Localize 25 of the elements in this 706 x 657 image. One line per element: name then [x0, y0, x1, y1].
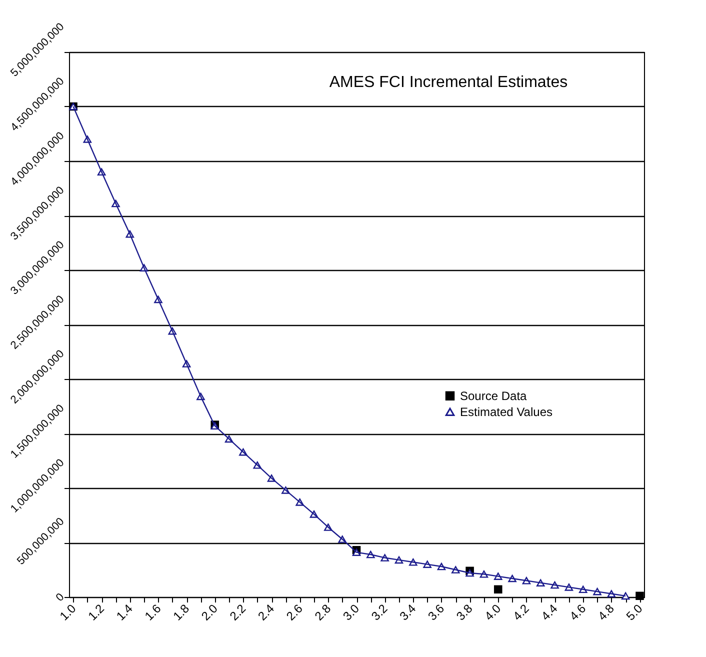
x-tick-label: 1.6	[142, 601, 164, 624]
x-tick-label: 2.8	[312, 601, 334, 624]
x-tick-label: 2.6	[284, 601, 306, 624]
x-tick-label: 5.0	[624, 601, 646, 624]
x-tick-label: 2.0	[198, 601, 221, 624]
x-tick-label: 3.4	[396, 601, 419, 624]
x-tick-label: 3.6	[425, 601, 448, 624]
x-tick-label: 1.0	[57, 601, 79, 624]
x-tick-label: 2.2	[226, 601, 249, 624]
x-tick-label: 3.2	[368, 601, 390, 624]
x-tick-label: 4.2	[510, 601, 532, 624]
x-tick-label: 3.0	[340, 601, 362, 624]
y-tick-label: 0	[54, 591, 67, 604]
x-tick-label: 4.4	[538, 601, 560, 624]
x-tick-label: 4.8	[595, 601, 618, 624]
x-tick-label: 1.8	[170, 601, 192, 624]
x-tick-label: 1.2	[85, 601, 108, 624]
x-tick-label: 3.8	[454, 601, 476, 624]
legend-label: Estimated Values	[460, 404, 552, 419]
x-tick-label: 4.6	[566, 601, 589, 624]
text: AMES FCI Incremental Estimates	[329, 74, 568, 91]
x-tick-label: 4.0	[482, 601, 504, 624]
x-tick-label: 2.4	[255, 601, 278, 624]
legend-label: Source Data	[460, 388, 528, 403]
x-tick-label: 1.4	[114, 601, 136, 624]
